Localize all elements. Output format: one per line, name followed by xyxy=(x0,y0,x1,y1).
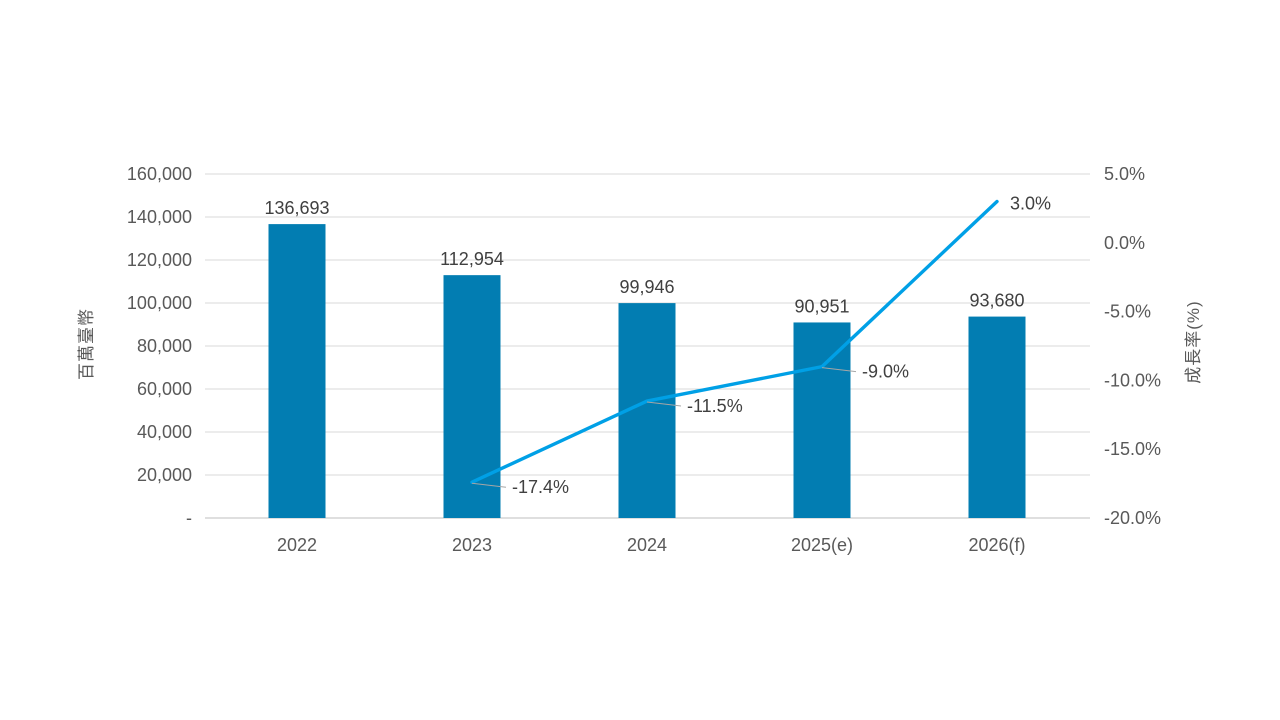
right-axis-tick: -5.0% xyxy=(1104,302,1151,322)
right-axis-tick: -20.0% xyxy=(1104,508,1161,528)
left-axis-tick: 100,000 xyxy=(127,293,192,313)
right-axis-tick: -10.0% xyxy=(1104,370,1161,390)
line-point-label: -17.4% xyxy=(512,477,569,497)
left-axis-ticks: 160,000 140,000 120,000 100,000 80,000 60,000… xyxy=(127,164,192,528)
bar-value-label: 93,680 xyxy=(969,291,1024,311)
x-axis-label: 2025(e) xyxy=(791,535,853,555)
x-axis-label: 2023 xyxy=(452,535,492,555)
x-axis-label: 2026(f) xyxy=(968,535,1025,555)
right-axis-ticks: 5.0% 0.0% -5.0% -10.0% -15.0% -20.0% xyxy=(1104,164,1161,528)
bar xyxy=(268,224,326,518)
left-axis-tick: - xyxy=(186,508,192,528)
bar-value-label: 99,946 xyxy=(619,277,674,297)
right-axis-title: 成長率(%) xyxy=(1184,300,1203,383)
left-axis-tick: 60,000 xyxy=(137,379,192,399)
bar-value-label: 136,693 xyxy=(264,198,329,218)
bar xyxy=(793,322,851,518)
x-axis-label: 2022 xyxy=(277,535,317,555)
x-axis-label: 2024 xyxy=(627,535,667,555)
left-axis-tick: 20,000 xyxy=(137,465,192,485)
left-axis-tick: 40,000 xyxy=(137,422,192,442)
right-axis-tick: -15.0% xyxy=(1104,439,1161,459)
line-point-label: -11.5% xyxy=(687,396,743,416)
right-axis-tick: 5.0% xyxy=(1104,164,1145,184)
bar-value-label: 112,954 xyxy=(440,249,504,269)
growth-line xyxy=(470,199,999,484)
bar xyxy=(968,316,1026,518)
label-leader-line xyxy=(821,367,857,373)
bar-series xyxy=(268,224,1026,518)
left-axis-tick: 160,000 xyxy=(127,164,192,184)
x-axis-labels: 2022 2023 2024 2025(e) 2026(f) xyxy=(277,535,1026,555)
bar xyxy=(443,275,501,518)
label-leader-line xyxy=(646,401,682,407)
bar-value-labels: 136,693 112,954 99,946 90,951 93,680 xyxy=(264,198,1024,316)
left-axis-tick: 120,000 xyxy=(127,250,192,270)
left-axis-title: 百萬臺幣 xyxy=(77,308,96,380)
line-point-labels: -17.4% -11.5% -9.0% 3.0% xyxy=(471,194,1051,497)
left-axis-tick: 80,000 xyxy=(137,336,192,356)
right-axis-tick: 0.0% xyxy=(1104,233,1145,253)
label-leader-line xyxy=(471,482,507,488)
line-point-label: -9.0% xyxy=(862,362,909,382)
line-series xyxy=(470,199,999,484)
line-point-label: 3.0% xyxy=(1010,194,1051,214)
bar-value-label: 90,951 xyxy=(794,296,849,316)
left-axis-tick: 140,000 xyxy=(127,207,192,227)
